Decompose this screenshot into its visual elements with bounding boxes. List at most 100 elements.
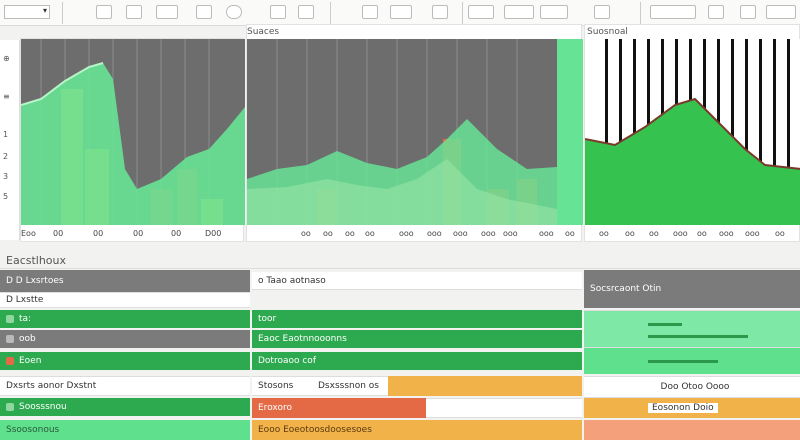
axis-tick: ooo (503, 229, 518, 238)
list-item-label: Soosssnou (19, 402, 67, 412)
axis-tick: 00 (171, 229, 182, 238)
axis-tick: ooo (399, 229, 414, 238)
left-strip-item[interactable]: ≡ (3, 92, 10, 101)
left-strip-item[interactable]: 5 (3, 192, 9, 201)
status-icon (6, 315, 14, 323)
axis-tick: D00 (205, 229, 222, 238)
axis-tick: oo (301, 229, 311, 238)
list-item-label: Eroxoro (258, 403, 292, 413)
axis-tick: oo (697, 229, 707, 238)
left-strip-item[interactable]: ⊕ (3, 54, 10, 63)
list-item-label: Eosonon Doio (648, 403, 718, 413)
list-item-label: toor (258, 314, 277, 324)
list-item-label: Dxsrts aonor Dxstnt (6, 381, 97, 391)
chart-svg (585, 39, 800, 225)
axis-tick: oo (345, 229, 355, 238)
mini-bar (648, 360, 718, 363)
ellipse-icon[interactable] (226, 5, 242, 19)
text-icon[interactable] (126, 5, 142, 19)
toolbar-divider (62, 2, 63, 24)
list-item[interactable]: Dxsrts aonor Dxstnt (0, 376, 250, 396)
left-strip: ⊕ ≡ 1 2 3 5 (0, 40, 20, 240)
list-item[interactable]: D Lxstte (0, 292, 250, 308)
column-header: Socsrcaont Otin (584, 270, 800, 308)
list-item[interactable]: oob (0, 330, 250, 348)
left-strip-item[interactable]: 1 (3, 130, 9, 139)
list-column-3: Socsrcaont Otin Doo Otoo Oooo Eosonon Do… (584, 270, 800, 440)
axis-tick: 00 (133, 229, 144, 238)
left-strip-item[interactable]: 3 (3, 172, 9, 181)
axis-tick: ooo (745, 229, 760, 238)
line-series (585, 97, 800, 170)
toolbar-divider (640, 2, 641, 24)
list-item[interactable]: toor (252, 310, 582, 328)
list-item[interactable]: ta: (0, 310, 250, 328)
chart-title: Suosnoal (587, 27, 628, 37)
column-header-label: D D Lxsrtoes (6, 276, 64, 286)
list-item[interactable] (584, 420, 800, 440)
list-item[interactable]: Eosonon Doio (584, 398, 800, 418)
chart-icon[interactable] (468, 5, 494, 19)
list-item[interactable]: Eooo Eoeotoosdoosesoes (252, 420, 582, 440)
toolbar: ▾ (0, 0, 800, 26)
axis-tick: oo (599, 229, 609, 238)
list-item[interactable]: Eoen (0, 352, 250, 370)
table-icon[interactable] (540, 5, 568, 19)
area-series-2 (247, 159, 557, 225)
chart-icon[interactable] (504, 5, 534, 19)
list-item[interactable] (584, 348, 800, 374)
refresh-icon[interactable] (594, 5, 610, 19)
line-series (21, 62, 104, 106)
dropdown-select[interactable]: ▾ (4, 5, 50, 19)
list-item[interactable]: o Taao aotnaso (252, 272, 582, 290)
more-icon[interactable] (766, 5, 796, 19)
tools-icon[interactable] (708, 5, 724, 19)
axis-tick: Eoo (21, 229, 36, 238)
list-item-label: D Lxstte (6, 295, 44, 305)
pen-icon[interactable] (298, 5, 314, 19)
chart-svg (247, 39, 583, 225)
toolbar-divider (330, 2, 331, 24)
section-title: Eacstlhoux (6, 254, 67, 267)
list-item-label: o Taao aotnaso (258, 275, 326, 286)
list-item[interactable]: Soosssnou (0, 398, 250, 416)
axis-tick: ooo (481, 229, 496, 238)
color-icon[interactable] (650, 5, 696, 19)
image-icon[interactable] (96, 5, 112, 19)
crop-icon[interactable] (156, 5, 178, 19)
list-item[interactable]: Eaoc Eaotnnooonns (252, 330, 582, 348)
plot-area (585, 39, 800, 225)
list-item[interactable]: Ssoosonous (0, 420, 250, 440)
list-item-spacer (426, 398, 582, 418)
chart-title: Suaces (247, 27, 280, 37)
axis-tick: ooo (719, 229, 734, 238)
mini-bar (648, 323, 682, 326)
chart-panel-1: Eoo 00 00 00 00 D00 (20, 38, 245, 242)
circle-icon[interactable] (196, 5, 212, 19)
status-icon (6, 403, 14, 411)
left-strip-item[interactable]: 2 (3, 152, 9, 161)
more-icon[interactable] (740, 5, 756, 19)
axis-tick: oo (323, 229, 333, 238)
axis-tick: 00 (53, 229, 64, 238)
list-item-label: oob (19, 334, 36, 344)
list-item-label: Stosons (258, 381, 294, 391)
arrow-icon[interactable] (270, 5, 286, 19)
settings-icon[interactable] (432, 5, 448, 19)
column-header-label: Socsrcaont Otin (590, 284, 662, 294)
list-item[interactable]: Dsxsssnon os (312, 376, 388, 396)
section-divider (0, 268, 800, 269)
list-item-label: Eoen (19, 356, 42, 366)
list-item-label: Doo Otoo Oooo (660, 382, 730, 392)
list-item[interactable] (584, 310, 800, 348)
axis-tick: ooo (427, 229, 442, 238)
chart-svg (21, 39, 245, 225)
grid-icon[interactable] (390, 5, 412, 19)
list-item[interactable]: Doo Otoo Oooo (584, 376, 800, 398)
status-icon (6, 357, 14, 365)
save-icon[interactable] (362, 5, 378, 19)
list-item[interactable]: Eroxoro (252, 398, 426, 418)
axis-tick: oo (565, 229, 575, 238)
axis-tick: oo (649, 229, 659, 238)
list-item[interactable]: Dotroaoo cof (252, 352, 582, 370)
